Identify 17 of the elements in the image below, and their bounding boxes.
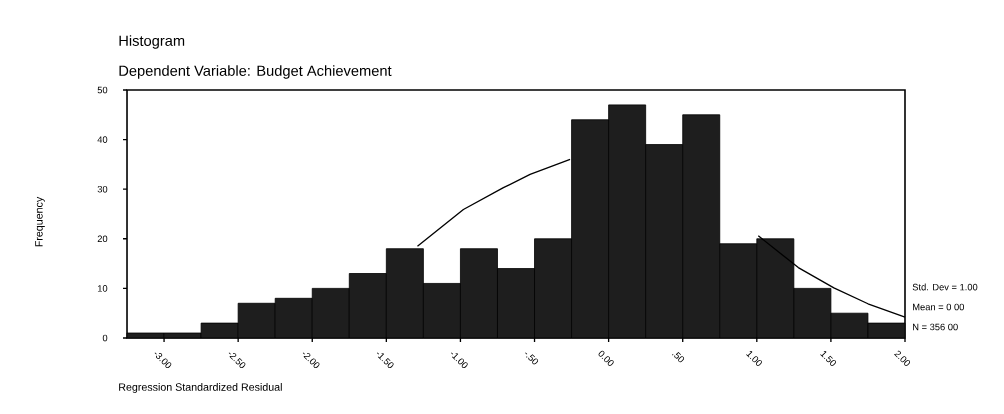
x-tick-label: 1.50 [820, 351, 836, 366]
y-tick-label: 30 [97, 185, 108, 193]
chart-title: Histogram [119, 35, 185, 49]
text: Mean = 0 00 [913, 303, 965, 311]
x-tick-label: -.50 [525, 352, 539, 365]
y-tick-label: 20 [97, 235, 108, 243]
x-tick-label: 1.00 [746, 351, 762, 366]
y-tick-label: 10 [97, 285, 108, 292]
chart-subtitle: Dependent Variable: Budget Achievement [119, 65, 392, 79]
y-axis-title: Frequency [35, 196, 45, 247]
y-tick-label: 0 [102, 334, 108, 342]
text: N = 356 00 [913, 323, 958, 331]
text: Std. Dev = 1.00 [912, 283, 978, 291]
x-axis-title: Regression Standardized Residual [119, 383, 282, 393]
y-tick-label: 50 [97, 86, 108, 94]
x-tick-label: .50 [672, 352, 685, 363]
y-tick-label: 40 [97, 136, 108, 143]
